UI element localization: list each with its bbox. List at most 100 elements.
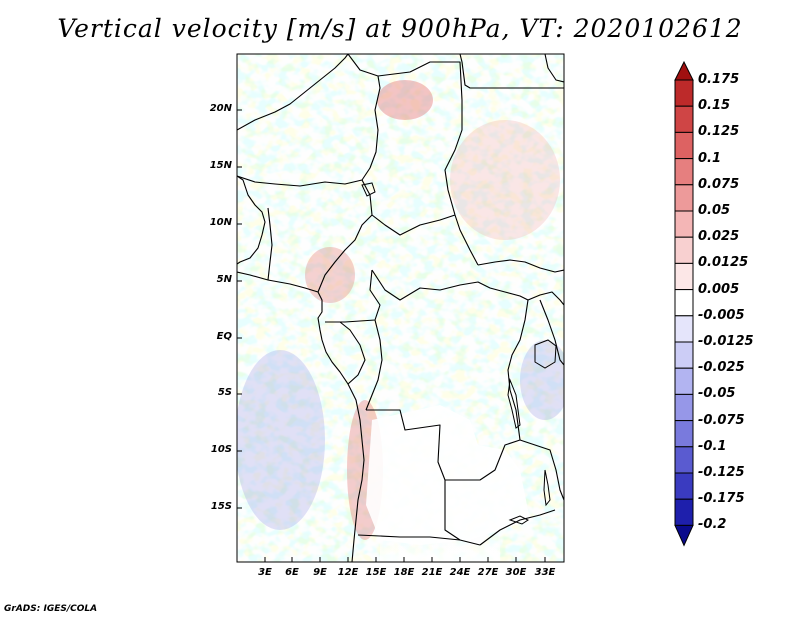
coastline-gulf	[237, 271, 365, 562]
border-benin	[267, 207, 273, 281]
lon-tick-label: 9E	[313, 567, 327, 578]
colorbar-label: -0.175	[698, 491, 745, 507]
colorbar-label: -0.125	[698, 465, 745, 480]
colorbar-label: 0.125	[698, 124, 740, 140]
colorbar-label: -0.2	[698, 517, 727, 533]
colorbar-label: -0.05	[698, 386, 736, 402]
lake-malawi	[543, 469, 551, 507]
border-gabon	[339, 321, 366, 385]
colorbar-label: 0.175	[698, 72, 740, 87]
field-red-region	[305, 247, 355, 303]
border-congo-drc	[365, 319, 383, 411]
border-mali-niger	[237, 54, 349, 131]
lon-tick-label: 15E	[365, 567, 387, 578]
coastline-west	[237, 175, 266, 265]
border-niger-south	[237, 175, 363, 187]
lon-tick-label: 24E	[449, 567, 471, 578]
map-frame	[236, 53, 565, 563]
colorbar-top-arrow	[674, 60, 694, 81]
colorbar-segment	[674, 472, 694, 500]
colorbar-segment	[674, 79, 694, 107]
lon-tick-label: 3E	[258, 567, 272, 578]
border-southsudan-east	[527, 291, 564, 306]
colorbar-segment	[674, 341, 694, 369]
colorbar-label: 0.0125	[698, 255, 749, 271]
lat-tick-label: 5N	[216, 274, 232, 285]
map-title: Vertical velocity [m/s] at 900hPa, VT: 2…	[57, 14, 743, 43]
lake-kariba	[508, 515, 529, 525]
field-blue-region	[237, 350, 325, 530]
border-niger-chad	[347, 54, 381, 181]
colorbar-segment	[674, 210, 694, 238]
colorbar-segment	[674, 367, 694, 395]
border-libya-egypt	[459, 54, 564, 89]
lat-tick-label: 10N	[209, 217, 232, 228]
colorbar-label: 0.025	[698, 229, 740, 245]
colorbar-label: 0.005	[698, 281, 740, 297]
border-tanzania	[519, 439, 564, 501]
border-car-north	[371, 214, 456, 236]
border-cameroon-congo	[325, 269, 381, 323]
lon-tick-label: 33E	[534, 567, 556, 578]
colorbar-label: 0.1	[698, 150, 722, 166]
border-angola-zambia	[444, 480, 481, 546]
colorbar-segment	[674, 315, 694, 343]
colorbar-label: 0.15	[698, 98, 731, 114]
lon-tick-label: 30E	[505, 567, 527, 578]
lon-tick-label: 27E	[477, 567, 499, 578]
colorbar-segment	[674, 236, 694, 264]
lake-tanganyika	[507, 378, 521, 429]
lon-tick-label: 18E	[393, 567, 415, 578]
colorbar-label: -0.005	[698, 307, 745, 323]
colorbar-segment	[674, 289, 694, 317]
grads-credit: GrADS: IGES/COLA	[4, 604, 98, 614]
lat-ticks	[237, 109, 242, 509]
lakes	[361, 182, 557, 525]
field-calm-strip	[380, 520, 500, 562]
colorbar-label: -0.1	[698, 438, 727, 454]
colorbar-label: 0.075	[698, 176, 740, 192]
colorbar-label: 0.05	[698, 203, 731, 218]
border-nile-delta	[544, 54, 564, 83]
lon-ticks	[264, 557, 546, 562]
colorbar-segment	[674, 262, 694, 291]
colorbar-segment	[674, 158, 694, 186]
colorbar-segment	[674, 184, 694, 212]
lake-chad	[361, 182, 376, 197]
lat-tick-label: 15N	[209, 160, 232, 171]
colorbar-bottom-arrow	[674, 524, 694, 547]
lat-tick-label: 20N	[209, 103, 232, 114]
field-blue-region	[520, 340, 564, 420]
field-calm-region	[366, 405, 530, 545]
colorbar-segment	[674, 393, 694, 422]
lon-tick-label: 6E	[285, 567, 299, 578]
lake-victoria	[534, 339, 557, 369]
colorbar-segment	[674, 498, 694, 526]
colorbar-label: -0.025	[698, 360, 745, 376]
border-zambia-east	[479, 509, 556, 546]
border-angola-south	[357, 534, 461, 541]
lat-tick-label: 10S	[210, 444, 232, 455]
lat-tick-label: 15S	[210, 501, 232, 512]
colorbar-segment	[674, 105, 694, 133]
border-sudan-southsudan	[477, 259, 564, 273]
lat-tick-label: EQ	[216, 331, 232, 342]
colorbar	[674, 60, 694, 547]
border-drc-angola	[366, 409, 521, 481]
colorbar-segment	[674, 420, 694, 448]
colorbar-label: -0.0125	[698, 334, 754, 349]
border-drc-east	[507, 299, 529, 441]
lat-tick-label: 5S	[217, 387, 232, 398]
border-nigeria-cameroon	[317, 179, 373, 293]
field-red-region	[377, 80, 433, 120]
border-chad-sudan	[377, 61, 479, 266]
border-uganda-kenya	[539, 299, 564, 366]
lon-tick-label: 12E	[337, 567, 359, 578]
map-plot-area	[237, 54, 564, 562]
colorbar-segment	[674, 131, 694, 160]
border-car-south	[371, 269, 529, 301]
country-borders	[237, 54, 564, 562]
field-red-region	[450, 120, 560, 240]
colorbar-label: -0.075	[698, 412, 745, 428]
